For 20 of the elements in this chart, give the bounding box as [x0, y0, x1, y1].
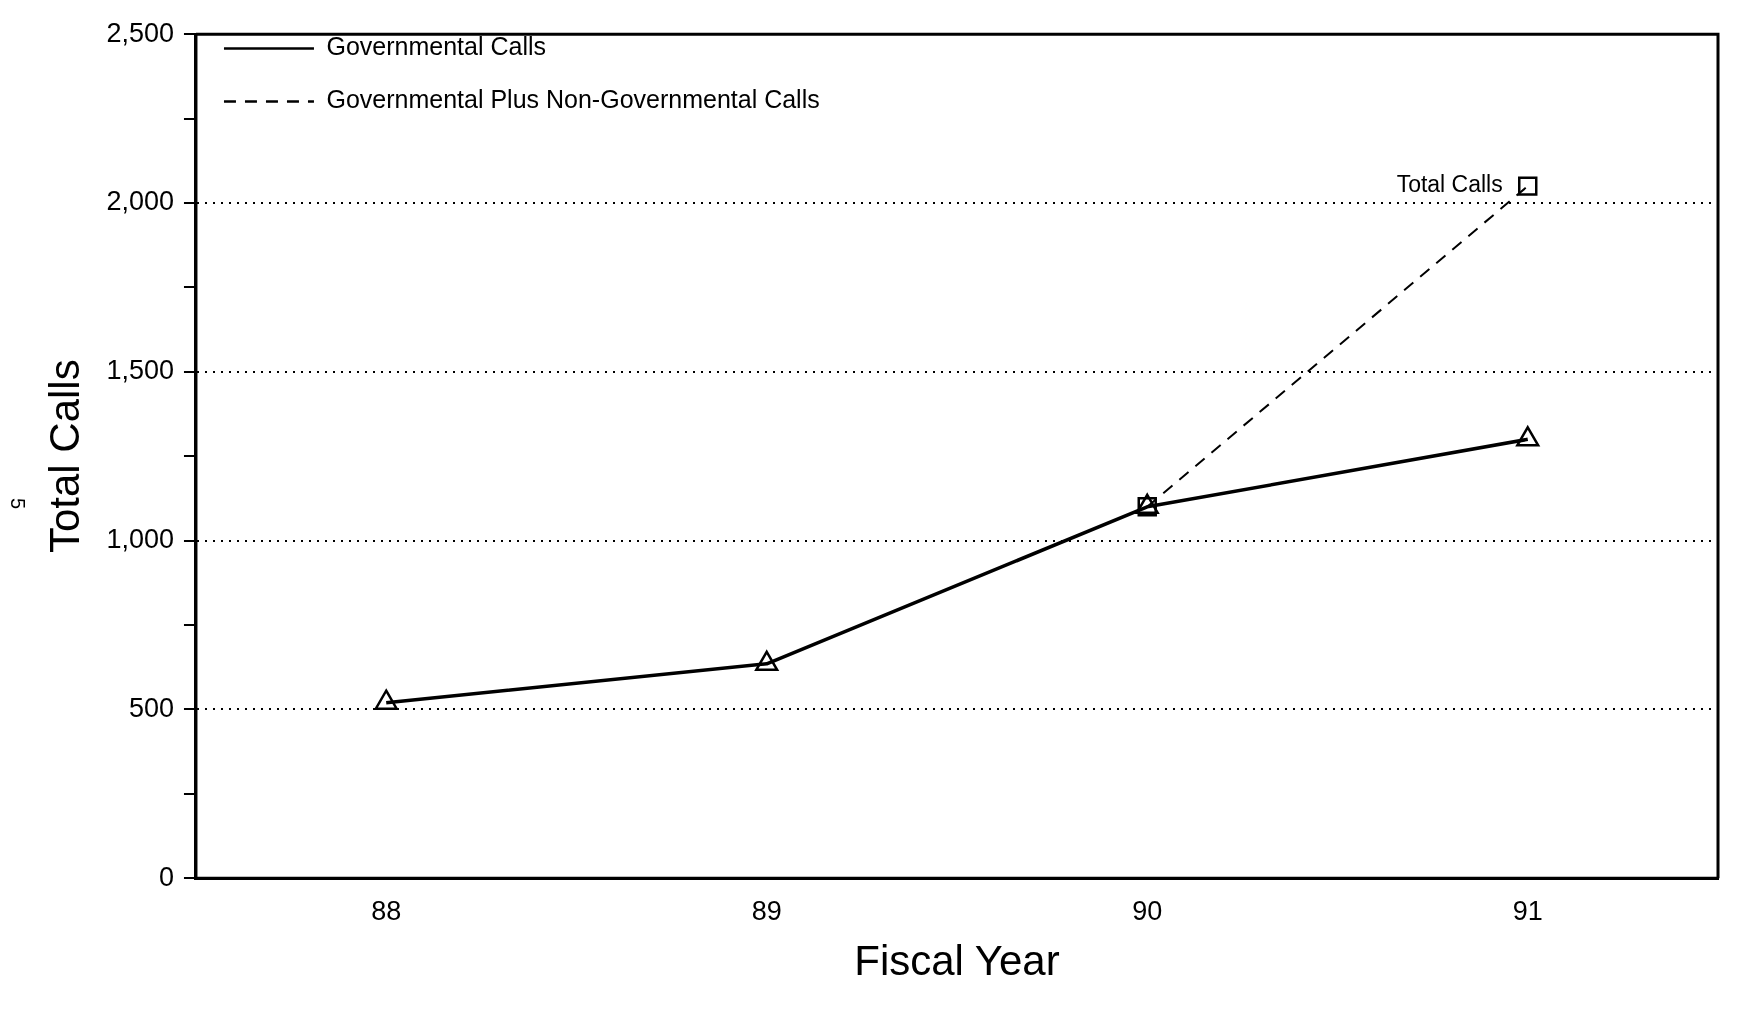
y-tick-label: 500	[128, 692, 174, 723]
x-tick-label: 90	[1132, 895, 1163, 926]
y-tick-label: 2,500	[106, 17, 174, 48]
y-tick-label: 0	[158, 861, 174, 892]
y-axis-title: Total Calls	[40, 359, 88, 554]
x-axis-title: Fiscal Year	[854, 937, 1060, 985]
legend-label: Governmental Plus Non-Governmental Calls	[326, 85, 820, 114]
x-tick-label: 89	[751, 895, 782, 926]
y-tick-label: 2,000	[106, 186, 174, 217]
x-tick-label: 88	[371, 895, 402, 926]
y-tick-label: 1,500	[106, 355, 174, 386]
legend-label: Governmental Calls	[326, 32, 546, 61]
x-tick-label: 91	[1512, 895, 1543, 926]
text: 5	[6, 497, 30, 509]
point	[1518, 176, 1538, 196]
point	[1516, 426, 1540, 447]
y-tick-label: 1,000	[106, 524, 174, 555]
annotation: Total Calls	[1396, 171, 1503, 198]
point	[374, 689, 398, 710]
point	[755, 650, 779, 672]
